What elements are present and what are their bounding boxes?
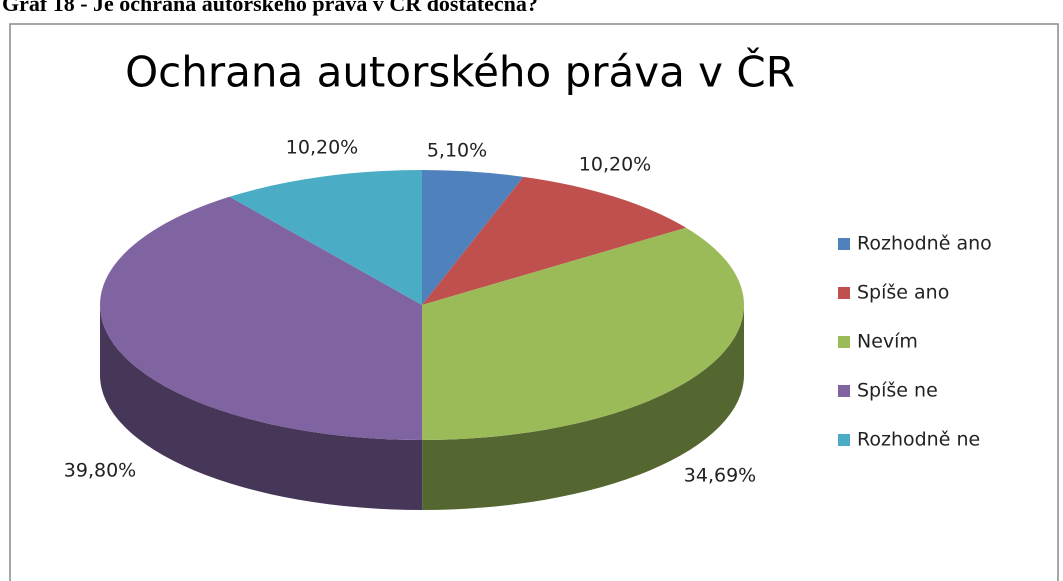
data-label: 39,80%: [64, 460, 136, 482]
slice: [229, 170, 422, 305]
data-label: 10,20%: [579, 154, 651, 176]
slice: [422, 176, 687, 305]
slice-side: [100, 305, 423, 510]
caption: Graf 18 - Je ochrana autorského práva v …: [2, 0, 538, 16]
data-label: 10,20%: [286, 137, 358, 159]
legend-label: Rozhodně ano: [857, 233, 992, 255]
legend-swatch: [838, 385, 850, 397]
data-label: 34,69%: [684, 465, 756, 487]
legend-swatch: [838, 238, 850, 250]
slice: [422, 170, 524, 305]
legend-label: Spíše ne: [857, 380, 938, 402]
legend-label: Nevím: [857, 331, 918, 353]
legend-swatch: [838, 336, 850, 348]
legend-label: Rozhodně ne: [857, 429, 980, 451]
legend-label: Spíše ano: [857, 282, 949, 304]
data-label: 5,10%: [427, 140, 487, 162]
legend-swatch: [838, 287, 850, 299]
legend-swatch: [838, 434, 850, 446]
chart-title: Ochrana autorského práva v ČR: [125, 47, 795, 97]
slice: [422, 227, 744, 440]
slice: [99, 196, 423, 441]
slice-side: [422, 305, 744, 510]
